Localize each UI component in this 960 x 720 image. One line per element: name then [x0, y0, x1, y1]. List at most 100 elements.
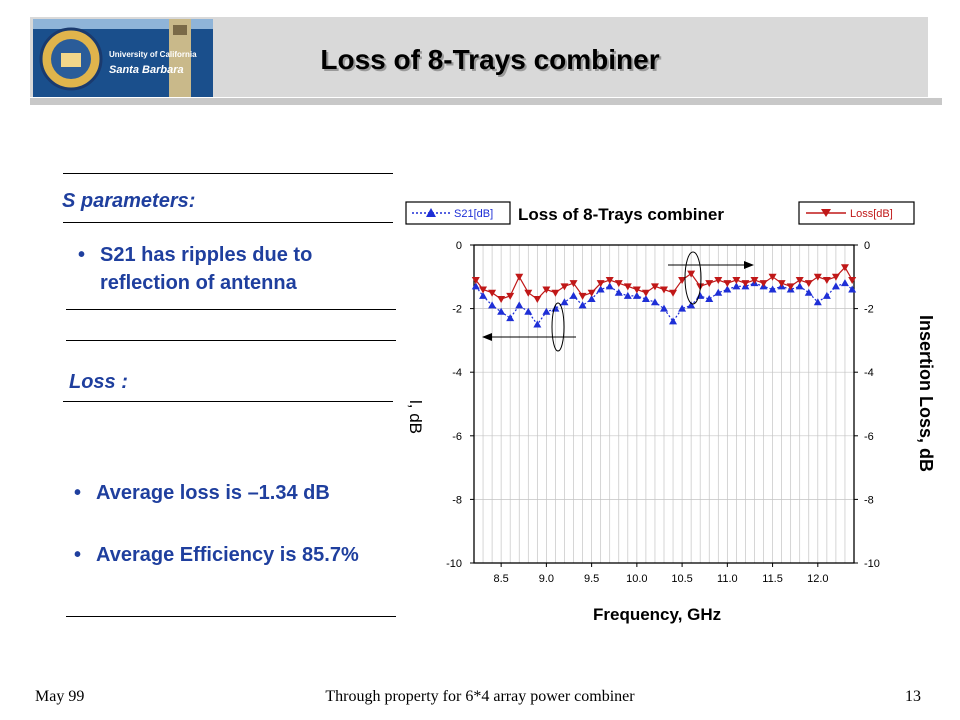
s21-point — [506, 314, 515, 322]
loss-point — [569, 280, 578, 288]
x-tick-label: 10.0 — [626, 573, 647, 585]
rule-1 — [63, 173, 393, 174]
slide-title: Loss of 8-Trays combiner — [320, 44, 660, 75]
avg-eff-text: Average Efficiency is 85.7% — [96, 544, 359, 566]
loss-point — [741, 280, 750, 288]
s21-point — [569, 291, 578, 299]
loss-point — [768, 273, 777, 281]
loss-heading: Loss : — [69, 371, 128, 393]
s21-point — [687, 301, 696, 309]
x-axis-label: Frequency, GHz — [593, 605, 721, 624]
header-underline — [30, 98, 942, 105]
s21-point — [641, 295, 650, 303]
loss-point — [524, 289, 533, 297]
ucsb-logo: University of California Santa Barbara — [33, 19, 213, 97]
arrow-right-icon — [744, 261, 754, 269]
y-tick-label-right: -8 — [864, 494, 874, 506]
s21-point — [669, 317, 678, 325]
s21-point — [705, 295, 714, 303]
s21-point — [623, 291, 632, 299]
y-tick-label-right: -2 — [864, 304, 874, 316]
x-tick-label: 9.5 — [584, 573, 599, 585]
y-tick-label-left: 0 — [456, 240, 462, 252]
rule-6 — [66, 616, 396, 617]
annotation-loss-ellipse — [668, 251, 754, 305]
rule-5 — [63, 401, 393, 402]
x-tick-label: 12.0 — [807, 573, 828, 585]
legend-s21-marker — [426, 208, 436, 217]
arrow-left-icon — [482, 333, 492, 341]
s-parameters-heading: S parameters: — [62, 190, 196, 212]
s21-point — [732, 282, 741, 290]
s21-point — [723, 285, 732, 293]
s21-bullet: • S21 has ripples due to reflection of a… — [78, 241, 398, 301]
chart-title: Loss of 8-Trays combiner — [518, 205, 724, 224]
s21-point — [813, 298, 822, 306]
y-tick-label-right: 0 — [864, 240, 870, 252]
avg-eff-bullet: • Average Efficiency is 85.7% — [74, 541, 414, 571]
loss-point — [632, 286, 641, 294]
loss-point — [705, 280, 714, 288]
loss-point — [497, 296, 506, 304]
loss-point — [587, 289, 596, 297]
s21-point — [840, 279, 849, 287]
s21-point — [714, 288, 723, 296]
loss-point — [506, 292, 515, 300]
logo-text-line1: University of California — [109, 50, 197, 59]
legend-s21-label: S21[dB] — [454, 208, 493, 220]
s21-point — [804, 288, 813, 296]
s21-point — [587, 295, 596, 303]
s21-point — [822, 291, 831, 299]
x-tick-label: 11.5 — [762, 573, 783, 585]
y-axis-label-left: l, dB — [406, 400, 425, 434]
loss-point — [714, 276, 723, 284]
x-tick-label: 9.0 — [539, 573, 554, 585]
s21-point — [578, 301, 587, 309]
loss-point — [795, 276, 804, 284]
x-tick-label: 8.5 — [493, 573, 508, 585]
y-tick-label-left: -6 — [452, 431, 462, 443]
y-tick-label-left: -2 — [452, 304, 462, 316]
annotation-s21-ellipse — [482, 302, 576, 352]
loss-point — [660, 286, 668, 294]
s21-point — [488, 301, 497, 309]
loss-point — [678, 276, 687, 284]
x-tick-label: 10.5 — [671, 573, 692, 585]
y-tick-label-left: -8 — [452, 494, 462, 506]
s21-point — [524, 307, 533, 315]
legend-loss-label: Loss[dB] — [850, 208, 893, 220]
y-tick-label-left: -10 — [446, 558, 462, 570]
loss-point — [471, 276, 480, 284]
s21-point — [614, 288, 623, 296]
footer-page-number: 13 — [905, 688, 921, 705]
loss-point — [804, 280, 813, 288]
loss-point — [822, 276, 831, 284]
loss-point — [687, 270, 696, 278]
loss-point — [533, 296, 542, 304]
loss-point — [605, 276, 614, 284]
y-tick-label-right: -4 — [864, 367, 874, 379]
s21-point — [650, 298, 659, 306]
loss-point — [515, 273, 524, 281]
s21-point — [768, 285, 777, 293]
s21-point — [560, 298, 569, 306]
legend-loss: Loss[dB] — [798, 201, 915, 225]
s21-point — [795, 282, 804, 290]
chart-background — [398, 190, 958, 660]
y-tick-label-right: -6 — [864, 431, 874, 443]
s21-point — [596, 285, 605, 293]
footer-date: May 99 — [35, 688, 85, 705]
s21-point — [533, 320, 542, 328]
loss-point — [488, 289, 497, 297]
s21-point — [479, 291, 488, 299]
legend-s21: S21[dB] — [405, 201, 511, 225]
bullet-dot: • — [74, 544, 82, 566]
avg-loss-text: Average loss is –1.34 dB — [96, 482, 330, 504]
loss-point — [578, 292, 587, 300]
rule-4 — [66, 340, 396, 341]
legend-loss-marker — [821, 209, 831, 217]
s21-point — [831, 282, 840, 290]
s21-point — [542, 307, 551, 315]
loss-point — [641, 289, 650, 297]
loss-point — [759, 280, 768, 288]
